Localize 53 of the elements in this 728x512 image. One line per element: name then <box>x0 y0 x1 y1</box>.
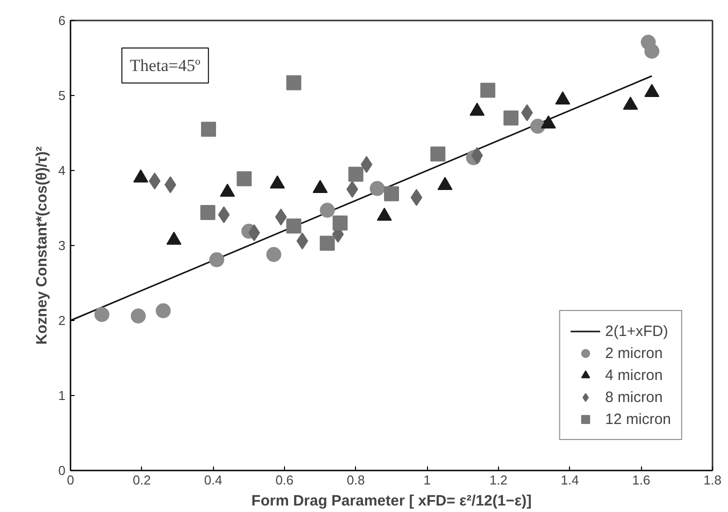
point <box>148 172 161 190</box>
point <box>346 180 358 198</box>
point <box>348 166 364 182</box>
x-tick-label: 1.8 <box>703 472 722 488</box>
annotation: Theta=45º <box>130 56 200 75</box>
y-tick-label: 2 <box>58 313 66 328</box>
y-axis-title: Kozney Constant*(cos(θ)/τ)² <box>33 146 50 345</box>
point <box>384 186 399 202</box>
point <box>94 307 110 322</box>
point <box>503 110 518 126</box>
point <box>480 82 496 98</box>
point <box>286 75 302 90</box>
y-tick-label: 5 <box>58 88 66 103</box>
x-tick-label: 1.4 <box>560 472 579 488</box>
point <box>130 308 146 324</box>
point <box>266 247 282 262</box>
y-tick-label: 4 <box>58 163 66 178</box>
point <box>644 44 660 59</box>
point <box>471 147 483 164</box>
y-tick-label: 6 <box>58 13 66 28</box>
x-tick-label: 0.2 <box>132 472 151 488</box>
y-tick-label: 0 <box>58 463 66 478</box>
point <box>156 303 171 318</box>
point <box>248 224 260 242</box>
x-axis-title: Form Drag Parameter [ xFD= ε²/12(1−ε)] <box>251 492 532 510</box>
point <box>200 205 216 220</box>
x-tick-label: 1.6 <box>632 472 650 488</box>
x-tick-label: 0.6 <box>275 472 294 488</box>
point <box>286 218 302 234</box>
legend-label: 8 micron <box>605 388 663 406</box>
y-tick-label: 3 <box>58 238 66 253</box>
legend-label: 2(1+xFD) <box>605 322 668 340</box>
point <box>320 236 335 251</box>
legend-label: 4 micron <box>605 366 663 384</box>
point <box>296 232 308 250</box>
point <box>360 156 372 173</box>
point <box>236 171 252 186</box>
point <box>320 202 335 218</box>
point <box>201 122 216 137</box>
point <box>370 181 385 196</box>
x-tick-label: 1 <box>424 472 431 488</box>
point <box>209 252 224 268</box>
point <box>410 189 422 206</box>
point <box>275 208 287 226</box>
legend-label: 2 micron <box>605 344 663 362</box>
legend-label: 12 micron <box>605 410 671 428</box>
x-tick-label: 0.8 <box>346 472 365 488</box>
x-tick-label: 0.4 <box>204 472 222 488</box>
point <box>430 146 446 162</box>
y-tick-label: 1 <box>58 388 66 403</box>
x-tick-label: 1.2 <box>489 472 508 488</box>
point <box>530 118 546 134</box>
point <box>332 216 348 230</box>
